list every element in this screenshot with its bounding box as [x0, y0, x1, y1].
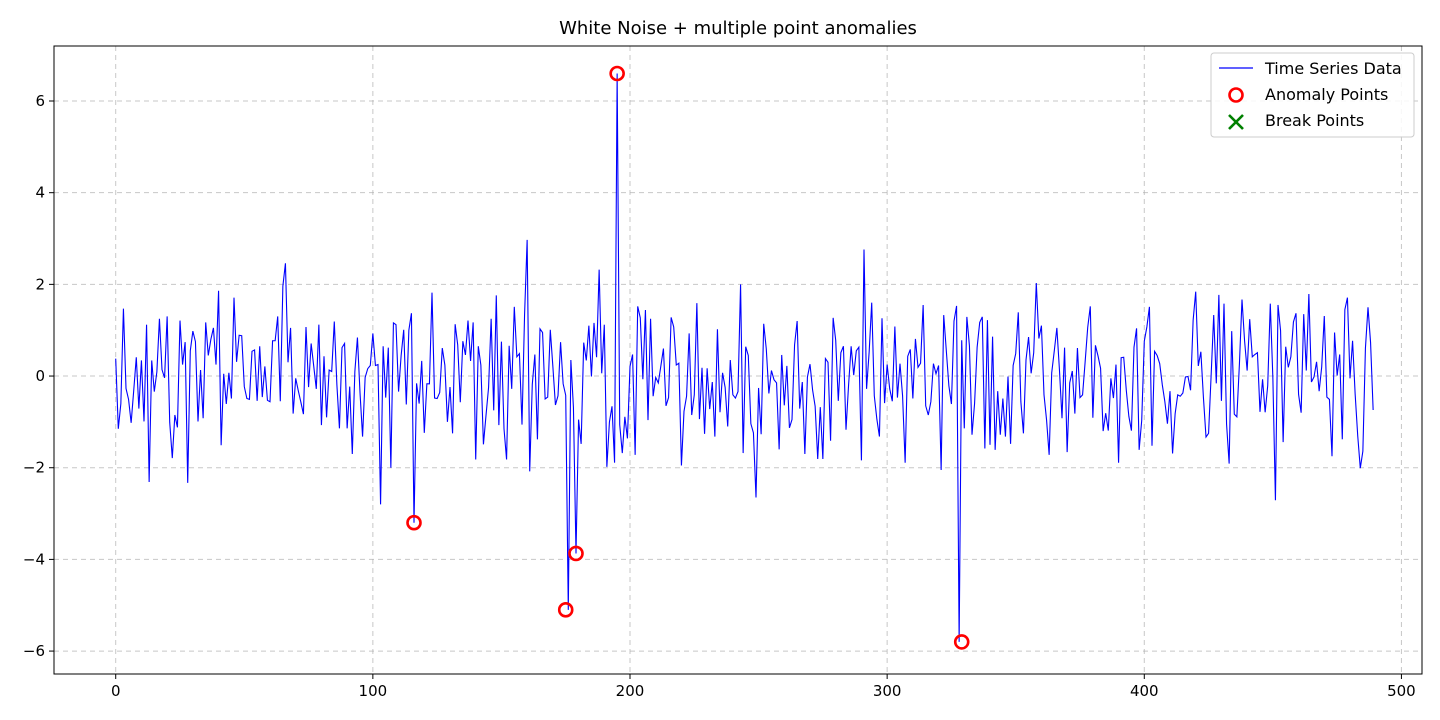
y-tick-label: 4	[35, 184, 45, 202]
anomaly-point	[568, 545, 584, 562]
legend-label-time-series-data: Time Series Data	[1264, 59, 1402, 78]
anomaly-point	[953, 634, 970, 650]
y-tick-label: −2	[23, 459, 45, 477]
y-axis: −6 −4 −2 0 2 4 6	[23, 92, 54, 660]
x-tick-label: 200	[616, 682, 645, 700]
chart-title: White Noise + multiple point anomalies	[559, 18, 917, 39]
x-tick-label: 100	[359, 682, 388, 700]
axes-frame	[53, 45, 1423, 675]
x-tick-label: 0	[111, 682, 121, 700]
x-tick-label: 400	[1130, 682, 1159, 700]
legend-box	[1210, 52, 1415, 138]
y-tick-label: 0	[35, 367, 45, 385]
y-tick-label: −6	[23, 642, 45, 660]
legend: Time Series Data Anomaly Points Break Po…	[1210, 52, 1415, 138]
y-tick-label: −4	[23, 550, 45, 568]
anomaly-markers	[406, 65, 970, 650]
series-line-time-series-data	[115, 73, 1374, 642]
legend-label-anomaly-points: Anomaly Points	[1265, 85, 1388, 104]
y-tick-label: 6	[35, 92, 45, 110]
anomaly-point	[557, 602, 574, 618]
y-tick-label: 2	[35, 275, 45, 293]
legend-anomaly-marker	[1228, 87, 1244, 103]
x-tick-label: 300	[873, 682, 902, 700]
plot-area	[115, 65, 1374, 650]
grid	[54, 46, 1422, 674]
legend-break-marker	[1228, 114, 1244, 130]
x-axis: 0 100 200 300 400 500	[111, 674, 1416, 700]
anomaly-point	[406, 514, 422, 531]
x-tick-label: 500	[1387, 682, 1416, 700]
anomaly-point	[609, 65, 625, 82]
legend-label-break-points: Break Points	[1265, 111, 1364, 130]
